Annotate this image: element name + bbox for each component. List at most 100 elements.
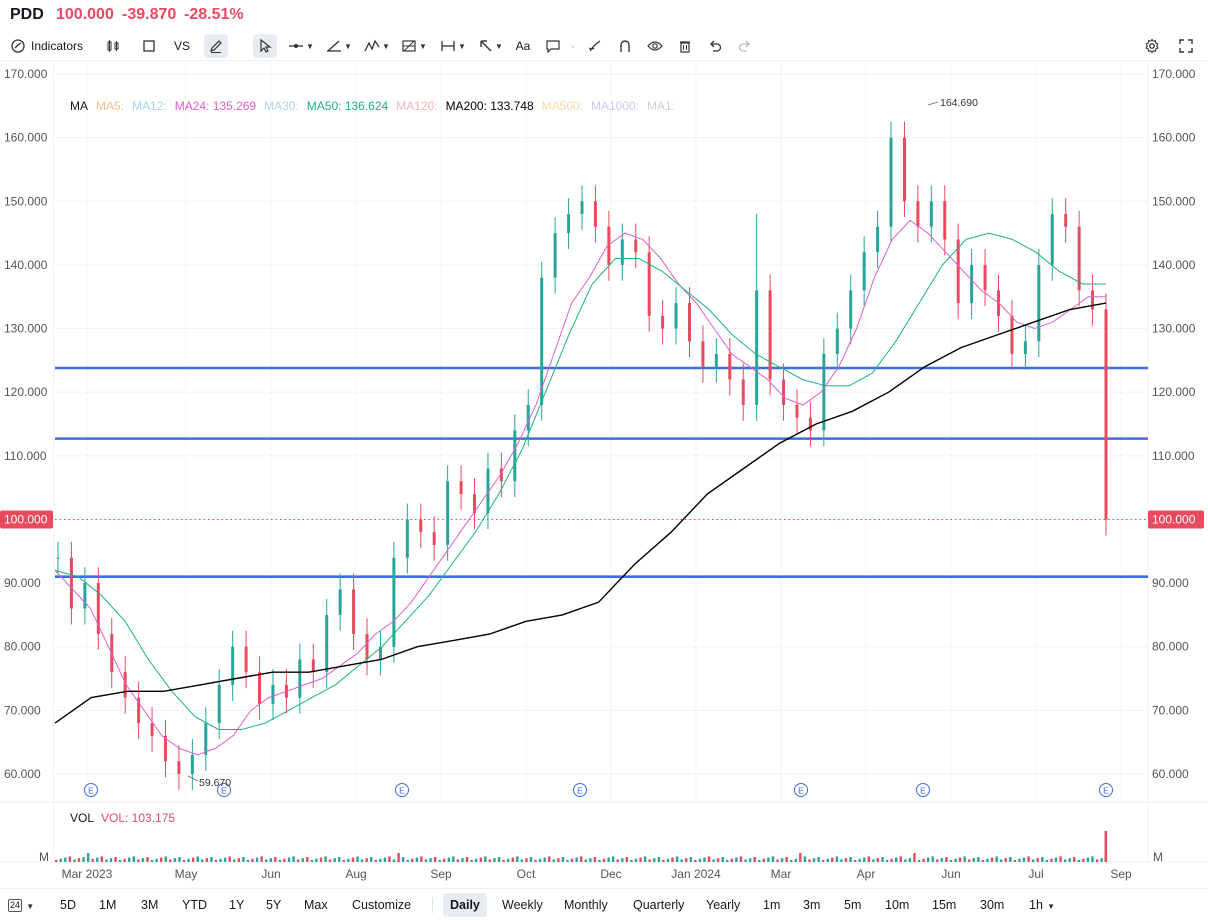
- time-tick: Sep: [430, 867, 452, 881]
- measure-tool[interactable]: ▼: [437, 34, 469, 58]
- time-tick: Jan 2024: [671, 867, 721, 881]
- volume-bar: [525, 858, 528, 862]
- settings-button[interactable]: [1141, 34, 1163, 58]
- volume-bar: [191, 857, 195, 862]
- candle-body: [593, 201, 597, 227]
- delete-drawings-button[interactable]: [674, 34, 696, 58]
- price-change-percent: -28.51%: [184, 6, 244, 23]
- text-tool[interactable]: Aa: [515, 39, 531, 53]
- volume-bar: [141, 858, 145, 862]
- earnings-marker[interactable]: [395, 783, 409, 797]
- arrow-tool[interactable]: ▼: [476, 34, 506, 58]
- candle-type-icon: [107, 40, 119, 52]
- candle-body: [540, 277, 544, 405]
- range-3m[interactable]: 3M: [141, 898, 159, 912]
- range-5d[interactable]: 5D: [60, 898, 76, 912]
- divider: [432, 897, 433, 913]
- range-ytd[interactable]: YTD: [182, 898, 207, 912]
- visibility-toggle[interactable]: [644, 34, 666, 58]
- interval-monthly[interactable]: Monthly: [564, 898, 608, 912]
- volume-bar: [306, 857, 309, 862]
- volume-value: VOL: 103.175: [101, 811, 175, 825]
- volume-bar: [922, 858, 925, 862]
- volume-bar: [799, 853, 802, 862]
- caret-down-icon: ▼: [306, 41, 314, 51]
- price-tick-right: 110.000: [1152, 449, 1195, 463]
- volume-bars: [55, 831, 1108, 862]
- magnet-tool[interactable]: [614, 34, 636, 58]
- volume-bar: [972, 858, 976, 862]
- horizontal-lines[interactable]: [55, 366, 1148, 579]
- volume-bar: [370, 857, 373, 862]
- undo-button[interactable]: [704, 34, 726, 58]
- fullscreen-button[interactable]: [1175, 34, 1197, 58]
- volume-bar: [379, 858, 382, 862]
- volume-bar: [653, 858, 656, 862]
- draw-mode-button[interactable]: [204, 34, 228, 58]
- interval-1h[interactable]: 1h ▼: [1029, 898, 1056, 912]
- compare-button[interactable]: VS: [173, 39, 190, 53]
- interval-30m[interactable]: 30m: [980, 898, 1005, 912]
- volume-bar: [301, 858, 304, 862]
- volume-bar: [561, 857, 565, 862]
- trend-line-tool[interactable]: ▼: [324, 34, 354, 58]
- last-price-tag-right-text: 100.000: [1152, 512, 1196, 526]
- range-5y[interactable]: 5Y: [266, 898, 282, 912]
- interval-weekly[interactable]: Weekly: [502, 898, 543, 912]
- earnings-marker[interactable]: [217, 783, 231, 797]
- volume-bar: [287, 857, 291, 862]
- interval-quarterly[interactable]: Quarterly: [633, 898, 685, 912]
- volume-bar: [319, 857, 323, 862]
- interval-15m[interactable]: 15m: [932, 898, 957, 912]
- interval-yearly[interactable]: Yearly: [706, 898, 741, 912]
- interval-daily[interactable]: Daily: [443, 893, 487, 917]
- volume-bar: [840, 859, 843, 862]
- candle-body: [553, 233, 557, 278]
- volume-bar: [77, 858, 81, 862]
- comment-tool[interactable]: [542, 34, 564, 58]
- interval-3m[interactable]: 3m: [803, 898, 821, 912]
- indicators-button[interactable]: Indicators: [8, 34, 90, 58]
- redo-button[interactable]: [734, 34, 756, 58]
- volume-bar: [776, 859, 779, 862]
- earnings-marker[interactable]: [916, 783, 930, 797]
- candle-body: [849, 290, 853, 329]
- legend-items: MA5: MA12: MA24: 135.269 MA30: MA50: 136.624…: [96, 99, 675, 113]
- volume-bar: [730, 858, 734, 862]
- price-chart[interactable]: 170.000 170.000 160.000 160.000 150.000 150.0…: [0, 62, 1208, 888]
- interval-1m[interactable]: 1m: [763, 898, 781, 912]
- earnings-marker[interactable]: [1099, 783, 1113, 797]
- earnings-marker-label: E: [1103, 786, 1109, 796]
- volume-bar: [593, 857, 597, 862]
- earnings-marker[interactable]: [573, 783, 587, 797]
- volume-bar: [100, 856, 104, 862]
- chart-layout-button[interactable]: 24 ▼: [4, 893, 38, 917]
- earnings-marker[interactable]: [794, 783, 808, 797]
- brush-tool[interactable]: [584, 34, 606, 58]
- candle-type-button[interactable]: [102, 34, 124, 58]
- pattern-tool[interactable]: ▼: [362, 34, 392, 58]
- legend-item: MA1000:: [591, 99, 639, 113]
- range-1m[interactable]: 1M: [99, 898, 117, 912]
- range-1y[interactable]: 1Y: [229, 898, 245, 912]
- time-tick: Mar 2023: [62, 867, 113, 881]
- interval-5m[interactable]: 5m: [844, 898, 862, 912]
- volume-label: VOL: [70, 811, 94, 825]
- range-max[interactable]: Max: [304, 898, 328, 912]
- fib-tool[interactable]: ▼: [399, 34, 429, 58]
- last-price-tag-left: [0, 510, 53, 529]
- interval-10m[interactable]: 10m: [885, 898, 910, 912]
- rectangle-button[interactable]: [138, 34, 160, 58]
- volume-bar: [602, 858, 606, 862]
- earnings-marker[interactable]: [84, 783, 98, 797]
- earnings-marker-label: E: [221, 786, 227, 796]
- range-customize[interactable]: Customize: [352, 898, 412, 912]
- candle-body: [513, 430, 517, 482]
- eye-icon: [647, 41, 663, 51]
- chart-count: 24: [8, 899, 23, 913]
- horizontal-line-tool[interactable]: ▼: [286, 34, 316, 58]
- cursor-button[interactable]: [253, 34, 277, 58]
- volume-bar: [392, 859, 396, 862]
- price-tick-right: 150.000: [1152, 194, 1196, 208]
